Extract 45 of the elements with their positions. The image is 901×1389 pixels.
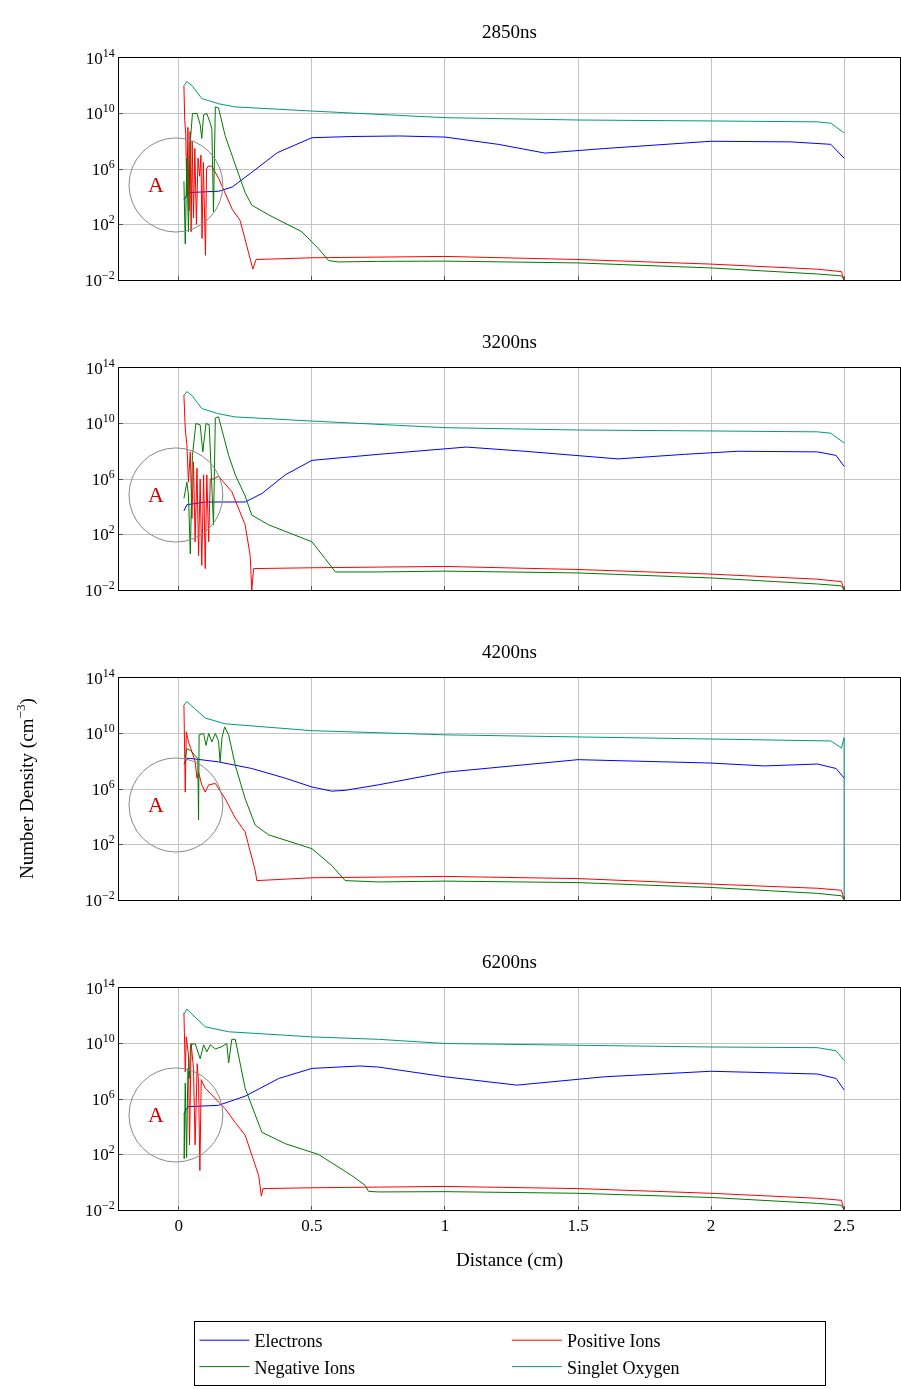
chart-title: 4200ns [482, 641, 537, 662]
x-axis-title: Distance (cm) [455, 1249, 564, 1272]
y-tick-label: 10$^{6}$ [91, 156, 115, 179]
y-tick-label: 10$^{6}$ [91, 466, 115, 489]
x-tick-label: 1 [440, 1216, 450, 1236]
legend-label: Singlet Oxygen [566, 1357, 680, 1378]
y-tick-label: 10$^{2}$ [91, 522, 115, 545]
y-tick-label: 10$^{10}$ [85, 1031, 115, 1054]
line-series [183, 1008, 845, 1061]
line-series [183, 81, 845, 134]
chart-title: 6200ns [482, 951, 537, 972]
y-tick-label: 10$^{10}$ [85, 411, 115, 434]
x-tick-label: 2 [706, 1216, 716, 1236]
x-tick-label: 0.5 [301, 1216, 323, 1236]
y-tick-label: 10$^{−2}$ [84, 1197, 115, 1220]
y-tick-label: 10$^{2}$ [91, 1142, 115, 1165]
y-tick-label: 10$^{10}$ [85, 101, 115, 124]
y-tick-label: 10$^{10}$ [85, 721, 115, 744]
x-tick-label: 0 [174, 1216, 184, 1236]
x-tick-label: 2.5 [833, 1216, 855, 1236]
y-tick-label: 10$^{14}$ [85, 355, 115, 378]
y-tick-label: 10$^{14}$ [85, 665, 115, 688]
chart-title: 3200ns [482, 331, 537, 352]
x-tick-label: 1.5 [567, 1216, 589, 1236]
annotation: A [148, 172, 164, 197]
y-tick-label: 10$^{6}$ [91, 1086, 115, 1109]
annotation: A [148, 1102, 164, 1127]
y-tick-label: 10$^{14}$ [85, 45, 115, 68]
y-tick-label: 10$^{14}$ [85, 975, 115, 998]
y-tick-label: 10$^{2}$ [91, 832, 115, 855]
chart-title: 2850ns [482, 21, 537, 42]
y-tick-label: 10$^{−2}$ [84, 267, 115, 290]
line-series [183, 391, 845, 444]
line-series [183, 446, 845, 512]
line-series [183, 135, 845, 201]
legend-label: Electrons [254, 1331, 323, 1352]
line-series [183, 757, 845, 792]
y-tick-label: 10$^{−2}$ [84, 887, 115, 910]
annotation: A [148, 792, 164, 817]
annotation: A [148, 482, 164, 507]
legend-label: Positive Ions [566, 1331, 661, 1352]
y-tick-label: 10$^{2}$ [91, 212, 115, 235]
y-tick-label: 10$^{6}$ [91, 776, 115, 799]
y-tick-label: 10$^{−2}$ [84, 577, 115, 600]
legend-label: Negative Ions [254, 1357, 355, 1378]
